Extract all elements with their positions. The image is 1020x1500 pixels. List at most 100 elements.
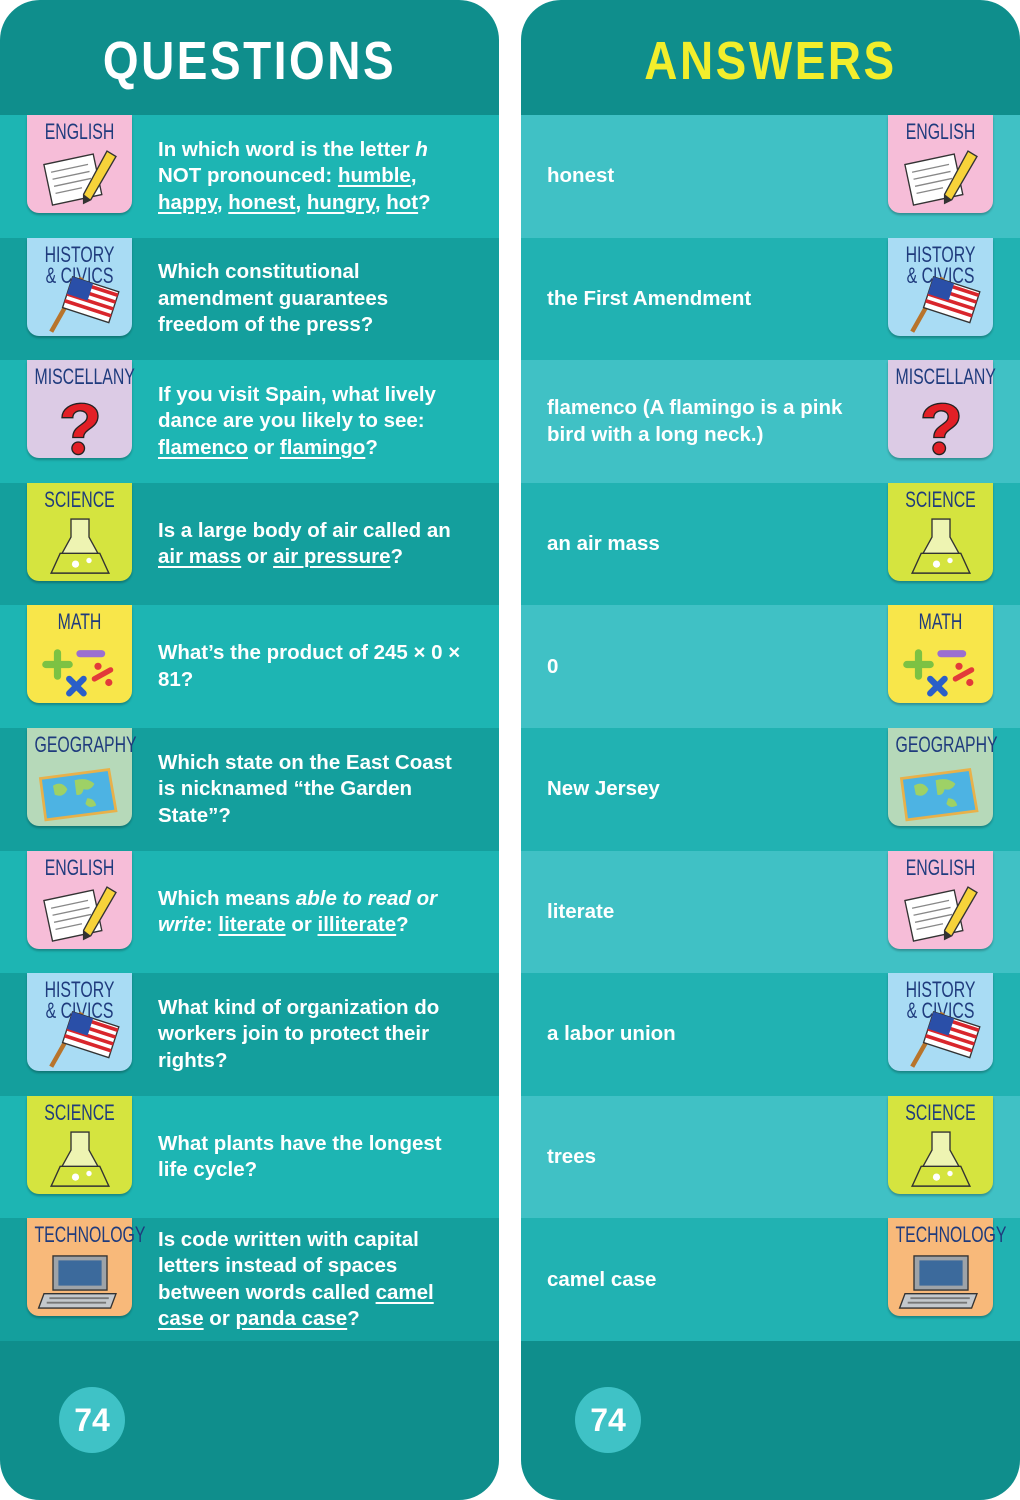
question-segment: happy: [158, 190, 217, 214]
category-badge: SCIENCE: [27, 1095, 132, 1194]
answer-row: literate ENGLISH: [521, 850, 1020, 974]
category-badge: MATH: [888, 605, 993, 704]
answer-row: an air mass SCIENCE: [521, 482, 1020, 606]
question-segment: ?: [390, 545, 404, 569]
answer: New Jersey: [547, 777, 660, 801]
question-body: Which means able to read or write: liter…: [158, 886, 468, 939]
category-icon: [911, 1131, 971, 1187]
question-segment: Which constitutional amendment guarantee…: [158, 260, 389, 337]
category-label: SCIENCE: [905, 486, 976, 512]
answer-text: honest: [547, 115, 867, 238]
question-row: ENGLISH In which word is the letter h NOT…: [0, 115, 499, 238]
category-badge: SCIENCE: [888, 1095, 993, 1194]
category-icon: [37, 1255, 117, 1310]
question-text: If you visit Spain, what lively dance ar…: [158, 360, 468, 483]
question-segment: air pressure: [273, 545, 391, 569]
question-segment: ?: [347, 1307, 360, 1331]
question-row: HISTORY & CIVICS Which constitutional ame…: [0, 237, 499, 361]
question-text: Which constitutional amendment guarantee…: [158, 238, 468, 361]
category-label: GEOGRAPHY: [34, 732, 137, 757]
question-segment: What plants have the longest life cycle?: [158, 1131, 442, 1182]
question-body: Is a large body of air called an air mas…: [158, 518, 468, 571]
answers-card: ANSWERS 74 honest ENGLISH the First Amendm…: [521, 0, 1020, 1500]
question-body: Which constitutional amendment guarantee…: [158, 259, 468, 339]
question-body: What’s the product of 245 × 0 × 81?: [158, 640, 468, 693]
question-segment: air mass: [158, 545, 242, 569]
category-icon: [43, 150, 117, 206]
question-segment: or: [248, 435, 280, 459]
question-segment: If you visit Spain, what lively dance ar…: [158, 382, 436, 433]
category-label: ENGLISH: [905, 854, 976, 880]
question-text: Which state on the East Coast is nicknam…: [158, 728, 468, 851]
question-segment: flamenco: [158, 435, 248, 459]
question-segment: ,: [295, 190, 307, 214]
category-badge: ENGLISH: [888, 850, 993, 949]
question-segment: In which word is the letter: [158, 137, 416, 161]
page-number: 74: [575, 1387, 641, 1453]
question-body: If you visit Spain, what lively dance ar…: [158, 382, 468, 462]
question-segment: or: [203, 1307, 236, 1331]
question-segment: Is a large body of air called an: [158, 518, 451, 542]
category-badge: ENGLISH: [27, 850, 132, 949]
answer-text: a labor union: [547, 973, 867, 1096]
answer: a labor union: [547, 1022, 676, 1046]
category-icon: [898, 1255, 978, 1310]
question-segment: panda case: [235, 1307, 348, 1331]
category-icon: [922, 402, 960, 456]
category-badge: MISCELLANY: [27, 360, 135, 459]
question-text: Which means able to read or write: liter…: [158, 851, 468, 974]
question-row: TECHNOLOGY Is code written with capital l…: [0, 1218, 499, 1342]
question-text: What’s the product of 245 × 0 × 81?: [158, 605, 468, 728]
category-label: SCIENCE: [44, 486, 115, 512]
category-badge: GEOGRAPHY: [27, 728, 137, 826]
category-badge: ENGLISH: [27, 115, 132, 213]
answer-row: the First Amendment HISTORY & CIVICS: [521, 237, 1020, 361]
category-badge: MISCELLANY: [888, 360, 996, 459]
question-segment: or: [285, 913, 318, 937]
category-label: SCIENCE: [905, 1099, 976, 1125]
question-segment: Which means: [158, 886, 296, 910]
question-segment: literate: [218, 913, 286, 937]
answer-row: trees SCIENCE: [521, 1095, 1020, 1219]
answer: camel case: [547, 1267, 657, 1291]
question-segment: :: [205, 913, 219, 937]
category-label: HISTORY & CIVICS: [905, 241, 976, 288]
answer-text: trees: [547, 1096, 867, 1219]
question-row: MISCELLANY If you visit Spain, what livel…: [0, 360, 499, 484]
category-icon: [61, 402, 99, 456]
answer-text: an air mass: [547, 483, 867, 606]
question-segment: ,: [374, 190, 387, 214]
category-icon: [899, 767, 979, 822]
question-text: In which word is the letter h NOT pronou…: [158, 115, 468, 238]
category-icon: [904, 150, 978, 206]
category-icon: [49, 275, 120, 333]
question-segment: Is code written with capital letters ins…: [158, 1227, 419, 1304]
question-row: ENGLISH Which means able to read or write…: [0, 850, 499, 974]
category-icon: [43, 885, 117, 942]
category-icon: [38, 767, 118, 822]
category-badge: HISTORY & CIVICS: [888, 237, 993, 336]
category-badge: HISTORY & CIVICS: [888, 973, 993, 1072]
answers-title: ANSWERS: [644, 31, 897, 91]
category-label: ENGLISH: [44, 854, 115, 880]
question-text: Is code written with capital letters ins…: [158, 1218, 468, 1341]
category-badge: SCIENCE: [888, 482, 993, 581]
category-icon: [910, 275, 981, 333]
question-body: What plants have the longest life cycle?: [158, 1131, 468, 1184]
answer-text: the First Amendment: [547, 238, 867, 361]
answer-row: honest ENGLISH: [521, 115, 1020, 238]
answer-row: a labor union HISTORY & CIVICS: [521, 973, 1020, 1097]
category-label: MATH: [918, 609, 963, 635]
question-text: What plants have the longest life cycle?: [158, 1096, 468, 1219]
category-icon: [50, 518, 110, 574]
answer-row: flamenco (A flamingo is a pink bird with…: [521, 360, 1020, 484]
answer: trees: [547, 1145, 597, 1169]
category-icon: [911, 518, 971, 574]
question-segment: able to read or write: [158, 886, 438, 937]
question-segment: honest: [228, 190, 296, 214]
question-body: What kind of organization do workers joi…: [158, 995, 468, 1075]
questions-card: QUESTIONS 74 ENGLISH In which word is the…: [0, 0, 499, 1500]
question-segment: illiterate: [317, 913, 397, 937]
page-number: 74: [59, 1387, 125, 1453]
